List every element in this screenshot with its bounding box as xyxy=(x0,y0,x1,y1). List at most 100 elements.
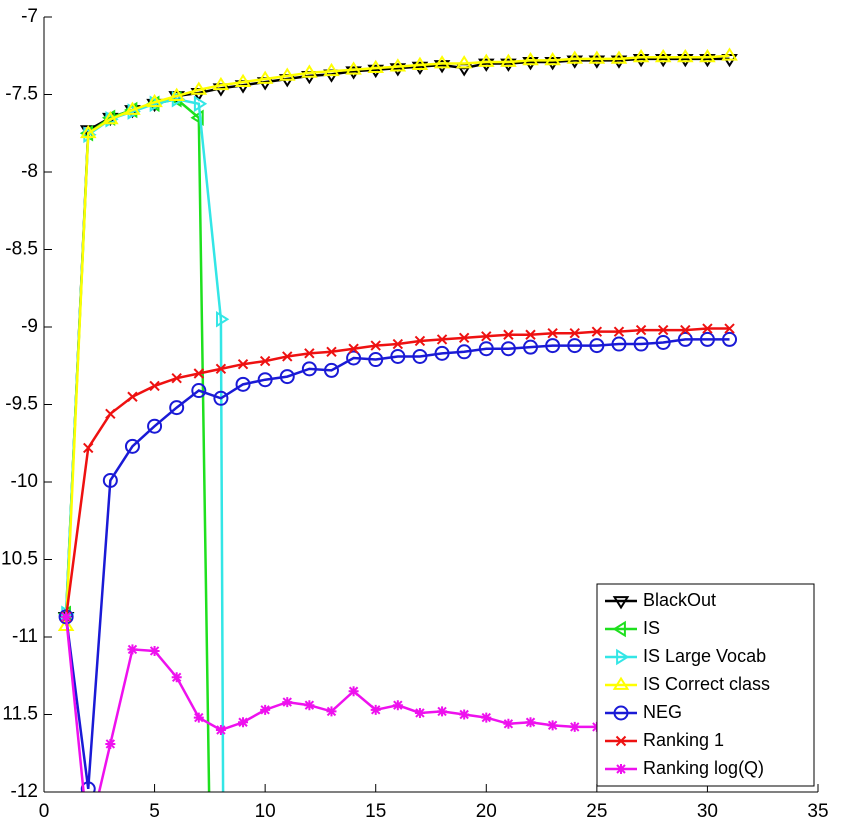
marker xyxy=(654,48,672,63)
marker xyxy=(657,324,669,336)
marker xyxy=(323,62,340,77)
marker xyxy=(57,617,75,632)
marker xyxy=(632,48,650,63)
y-tick-label: 11.5 xyxy=(2,704,38,725)
marker xyxy=(127,391,138,402)
marker xyxy=(282,697,293,708)
marker xyxy=(414,335,426,347)
y-tick-label: -9 xyxy=(21,316,38,337)
marker xyxy=(615,735,627,747)
marker xyxy=(326,706,337,717)
marker xyxy=(370,340,381,351)
marker xyxy=(367,64,385,79)
marker xyxy=(680,324,691,336)
marker xyxy=(477,58,495,72)
marker xyxy=(633,336,649,352)
marker xyxy=(611,336,627,352)
marker xyxy=(434,345,450,361)
marker xyxy=(190,81,208,95)
marker xyxy=(437,706,448,717)
marker xyxy=(102,110,119,125)
legend-label: NEG xyxy=(643,702,682,722)
marker xyxy=(370,704,381,715)
marker xyxy=(411,56,429,70)
marker xyxy=(105,738,116,749)
marker xyxy=(215,363,227,375)
marker xyxy=(237,358,249,370)
marker xyxy=(702,323,713,334)
marker xyxy=(588,55,606,69)
legend-label: IS Correct class xyxy=(643,674,770,694)
marker xyxy=(61,611,72,622)
marker xyxy=(724,323,735,334)
marker xyxy=(235,376,251,392)
marker xyxy=(193,368,205,379)
marker xyxy=(655,335,671,350)
marker xyxy=(525,329,536,340)
marker xyxy=(348,343,359,354)
y-tick-label: -9.5 xyxy=(5,394,38,415)
marker xyxy=(346,350,362,366)
marker xyxy=(213,390,229,406)
x-tick-label: 25 xyxy=(586,801,607,822)
marker xyxy=(500,53,517,67)
marker xyxy=(83,442,94,454)
y-tick-label: -7 xyxy=(21,6,38,27)
marker xyxy=(722,331,738,347)
marker xyxy=(525,717,536,728)
marker xyxy=(721,47,738,61)
marker xyxy=(547,720,558,731)
series-line xyxy=(64,327,730,618)
marker xyxy=(433,60,451,74)
marker xyxy=(522,57,539,71)
marker xyxy=(79,124,97,139)
marker xyxy=(522,52,539,66)
x-tick-label: 20 xyxy=(476,801,497,822)
marker xyxy=(477,53,495,67)
marker xyxy=(238,717,249,728)
legend-label: IS xyxy=(643,618,660,638)
marker xyxy=(481,712,492,723)
marker xyxy=(171,372,182,384)
marker xyxy=(301,64,318,78)
marker xyxy=(589,338,605,354)
marker xyxy=(304,700,315,711)
marker xyxy=(215,725,226,735)
marker xyxy=(677,48,694,63)
marker xyxy=(389,63,407,77)
y-tick-label: -7.5 xyxy=(5,84,38,105)
marker xyxy=(304,348,315,359)
y-tick-label: -12 xyxy=(11,781,38,802)
marker xyxy=(569,327,580,339)
marker xyxy=(414,707,425,718)
marker xyxy=(503,718,514,729)
marker xyxy=(635,324,647,336)
x-tick-label: 10 xyxy=(255,801,276,822)
y-tick-label: -11 xyxy=(12,626,38,647)
marker xyxy=(168,87,185,101)
marker xyxy=(301,361,317,377)
marker xyxy=(348,686,359,697)
marker xyxy=(544,57,561,71)
legend: BlackOut IS IS Large Vocab IS Correct class… xyxy=(596,583,815,787)
marker xyxy=(544,52,561,66)
y-tick-label: -8.5 xyxy=(5,239,38,260)
marker xyxy=(613,705,629,721)
marker xyxy=(612,596,630,610)
marker xyxy=(616,764,626,774)
marker xyxy=(392,700,403,711)
marker xyxy=(459,709,470,720)
marker xyxy=(282,351,293,362)
marker xyxy=(613,326,625,337)
marker xyxy=(171,672,182,683)
marker xyxy=(326,346,337,358)
marker xyxy=(677,53,694,68)
marker xyxy=(412,348,428,364)
axes: -12 11.5 -11 10.5 -10 -9.5 -9 -8.5 -8 -7.5 -7 0 5 10 1… xyxy=(1,6,829,822)
marker xyxy=(458,332,470,344)
marker xyxy=(149,380,160,392)
marker xyxy=(699,48,716,63)
marker xyxy=(503,329,514,340)
